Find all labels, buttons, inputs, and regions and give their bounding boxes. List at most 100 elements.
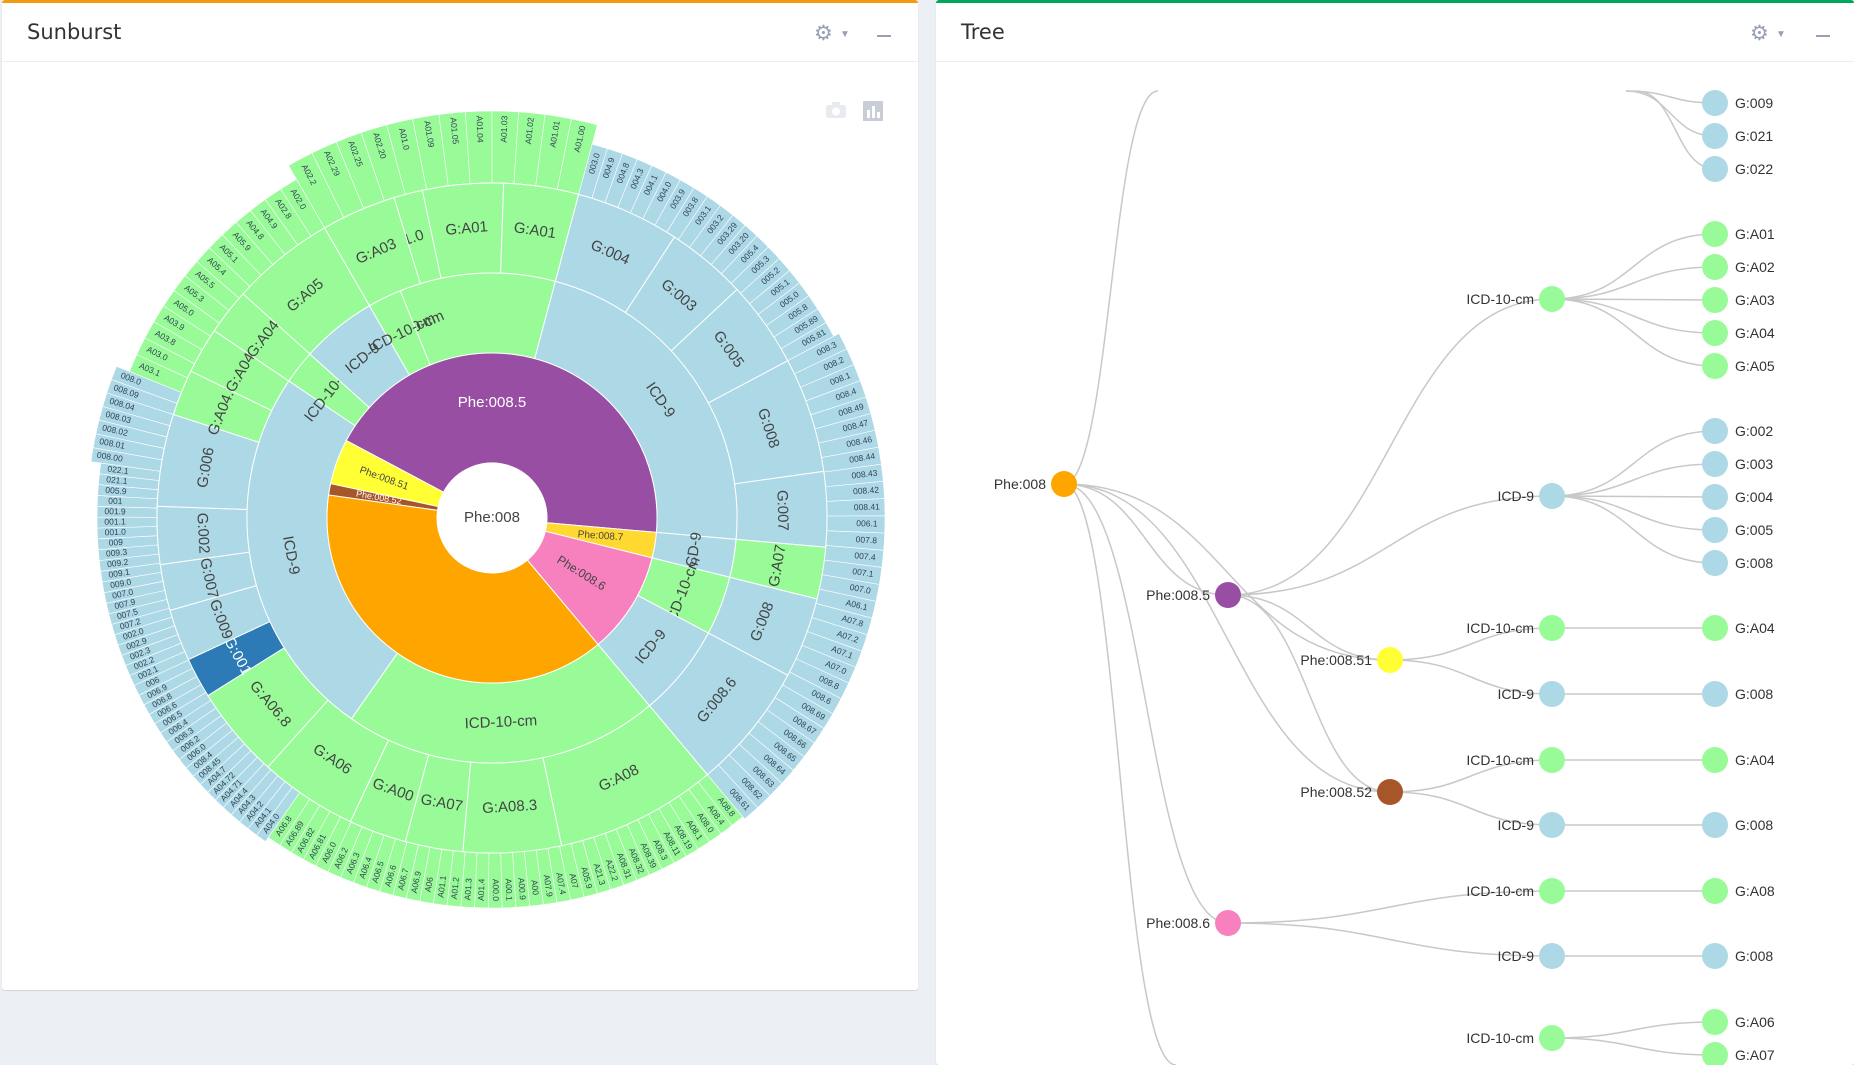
tree-link <box>1389 627 1553 661</box>
tree-node-label: G:008 <box>1735 686 1773 702</box>
tree-node-system[interactable] <box>1539 747 1565 773</box>
tree-node-phenotype[interactable] <box>1377 779 1403 805</box>
gear-icon[interactable]: ⚙ <box>814 22 833 45</box>
tree-node-label: G:A04 <box>1735 752 1775 768</box>
sunburst-leaf-label: A07.4 <box>554 872 568 896</box>
panel-title: Sunburst <box>27 20 122 44</box>
tree-node-phenotype[interactable] <box>1377 647 1403 673</box>
tree-link <box>1063 90 1159 485</box>
sunburst-chart[interactable]: A02.2 A02.29 A02.25 A02.20 A01.0 A01.09 A01.05… <box>2 3 918 990</box>
sunburst-leaf-label: A00.1 <box>503 878 514 901</box>
tree-node-root[interactable] <box>1051 471 1077 497</box>
tree-node-system[interactable] <box>1539 483 1565 509</box>
tree-node-group[interactable] <box>1702 254 1728 280</box>
tree-node-group[interactable] <box>1702 353 1728 379</box>
sunburst-phe-008-5-segment[interactable] <box>345 352 658 533</box>
tree-node-system[interactable] <box>1539 615 1565 641</box>
tree-link <box>1227 594 1391 661</box>
sunburst-group-label: G:A08.3 <box>482 797 538 817</box>
tree-node-system[interactable] <box>1539 943 1565 969</box>
tree-node-system[interactable] <box>1539 681 1565 707</box>
sunburst-leaf-label: A07.9 <box>542 874 555 898</box>
sunburst-phe-008-51-segment[interactable] <box>330 439 445 508</box>
tree-node-label: Phe:008.5 <box>1146 587 1210 603</box>
tree-node-label: G:021 <box>1735 128 1773 144</box>
sunburst-system-label: ICD-10-cm <box>464 712 537 732</box>
tree-node-label: Phe:008.6 <box>1146 915 1210 931</box>
tree-link <box>1551 430 1716 497</box>
sunburst-leaf-label: 008.44 <box>849 451 877 465</box>
sunburst-group-label: G:006 <box>194 446 218 489</box>
sunburst-leaf-label: 009 <box>108 537 123 548</box>
tree-node-group[interactable] <box>1702 90 1728 116</box>
tree-node-label: ICD-9 <box>1497 817 1534 833</box>
tree-node-system[interactable] <box>1539 812 1565 838</box>
sunburst-leaf-label: 009.3 <box>106 547 128 559</box>
sunburst-leaf-label: 022.1 <box>107 464 130 477</box>
tree-link <box>1227 298 1553 596</box>
tree-node-group[interactable] <box>1702 878 1728 904</box>
tree-chart[interactable]: Phe:008 Phe:008.5 Phe:008.51 Phe:008.52 Phe:… <box>936 3 1854 1065</box>
tree-node-group[interactable] <box>1702 287 1728 313</box>
tree-node-label: G:A01 <box>1735 226 1775 242</box>
tree-node-label: G:A04 <box>1735 620 1775 636</box>
sunburst-leaf-label: A01.0 <box>397 127 412 151</box>
tree-node-group[interactable] <box>1702 517 1728 543</box>
sunburst-leaf-label: 001.9 <box>104 506 126 516</box>
sunburst-leaf-label: A01.03 <box>499 115 510 143</box>
sunburst-phe-label: Phe:008.5 <box>458 394 526 411</box>
sunburst-leaf-label: 007.4 <box>854 550 876 562</box>
tree-link <box>1551 495 1716 531</box>
tree-node-group[interactable] <box>1702 615 1728 641</box>
tree-node-group[interactable] <box>1702 320 1728 346</box>
tree-node-system[interactable] <box>1539 878 1565 904</box>
minus-icon[interactable] <box>1816 35 1830 37</box>
sunburst-phe-008-segment[interactable] <box>326 494 599 684</box>
tree-node-system[interactable] <box>1539 1025 1565 1051</box>
tree-node-group[interactable] <box>1702 451 1728 477</box>
tree-link <box>1551 463 1716 497</box>
tree-node-group[interactable] <box>1702 681 1728 707</box>
tree-node-group[interactable] <box>1702 943 1728 969</box>
tree-node-group[interactable] <box>1702 156 1728 182</box>
tree-node-phenotype[interactable] <box>1215 910 1241 936</box>
tree-node-phenotype[interactable] <box>1215 582 1241 608</box>
tree-link <box>1227 594 1391 793</box>
tree-node-group[interactable] <box>1702 123 1728 149</box>
sunburst-leaf-label: 007.8 <box>855 534 877 545</box>
tree-node-label: ICD-10-cm <box>1466 1030 1534 1046</box>
sunburst-leaf-label: A01.05 <box>448 117 461 145</box>
sunburst-leaf-label: 008.01 <box>99 436 127 451</box>
tree-link <box>1063 483 1391 661</box>
tree-node-group[interactable] <box>1702 1042 1728 1065</box>
tree-node-system[interactable] <box>1539 286 1565 312</box>
sunburst-group-label: G:007 <box>773 490 791 531</box>
tree-node-label: G:002 <box>1735 423 1773 439</box>
tree-node-group[interactable] <box>1702 221 1728 247</box>
sunburst-leaf-label: 008.42 <box>853 485 880 497</box>
camera-icon[interactable] <box>825 101 847 124</box>
tree-link <box>1063 483 1177 1065</box>
tree-link <box>1625 90 1716 137</box>
bar-chart-icon[interactable] <box>863 101 883 126</box>
caret-down-icon[interactable]: ▼ <box>1776 29 1786 40</box>
sunburst-leaf-label: 021.1 <box>106 474 128 486</box>
tree-node-group[interactable] <box>1702 484 1728 510</box>
tree-node-label: ICD-10-cm <box>1466 752 1534 768</box>
gear-icon[interactable]: ⚙ <box>1750 22 1769 45</box>
tree-node-label: Phe:008.52 <box>1300 784 1372 800</box>
caret-down-icon[interactable]: ▼ <box>840 29 850 40</box>
minus-icon[interactable] <box>877 35 891 37</box>
tree-node-group[interactable] <box>1702 812 1728 838</box>
sunburst-leaf-label: A01.4 <box>476 878 487 901</box>
panel-title: Tree <box>961 20 1005 44</box>
tree-node-group[interactable] <box>1702 747 1728 773</box>
tree-node-group[interactable] <box>1702 1009 1728 1035</box>
tree-node-label: G:005 <box>1735 522 1773 538</box>
tree-node-group[interactable] <box>1702 550 1728 576</box>
tree-node-label: G:A07 <box>1735 1047 1775 1063</box>
sunburst-leaf-label: A07 <box>568 872 581 889</box>
sunburst-leaf-label: 001.0 <box>104 527 126 538</box>
tree-link <box>1551 233 1716 300</box>
tree-node-group[interactable] <box>1702 418 1728 444</box>
